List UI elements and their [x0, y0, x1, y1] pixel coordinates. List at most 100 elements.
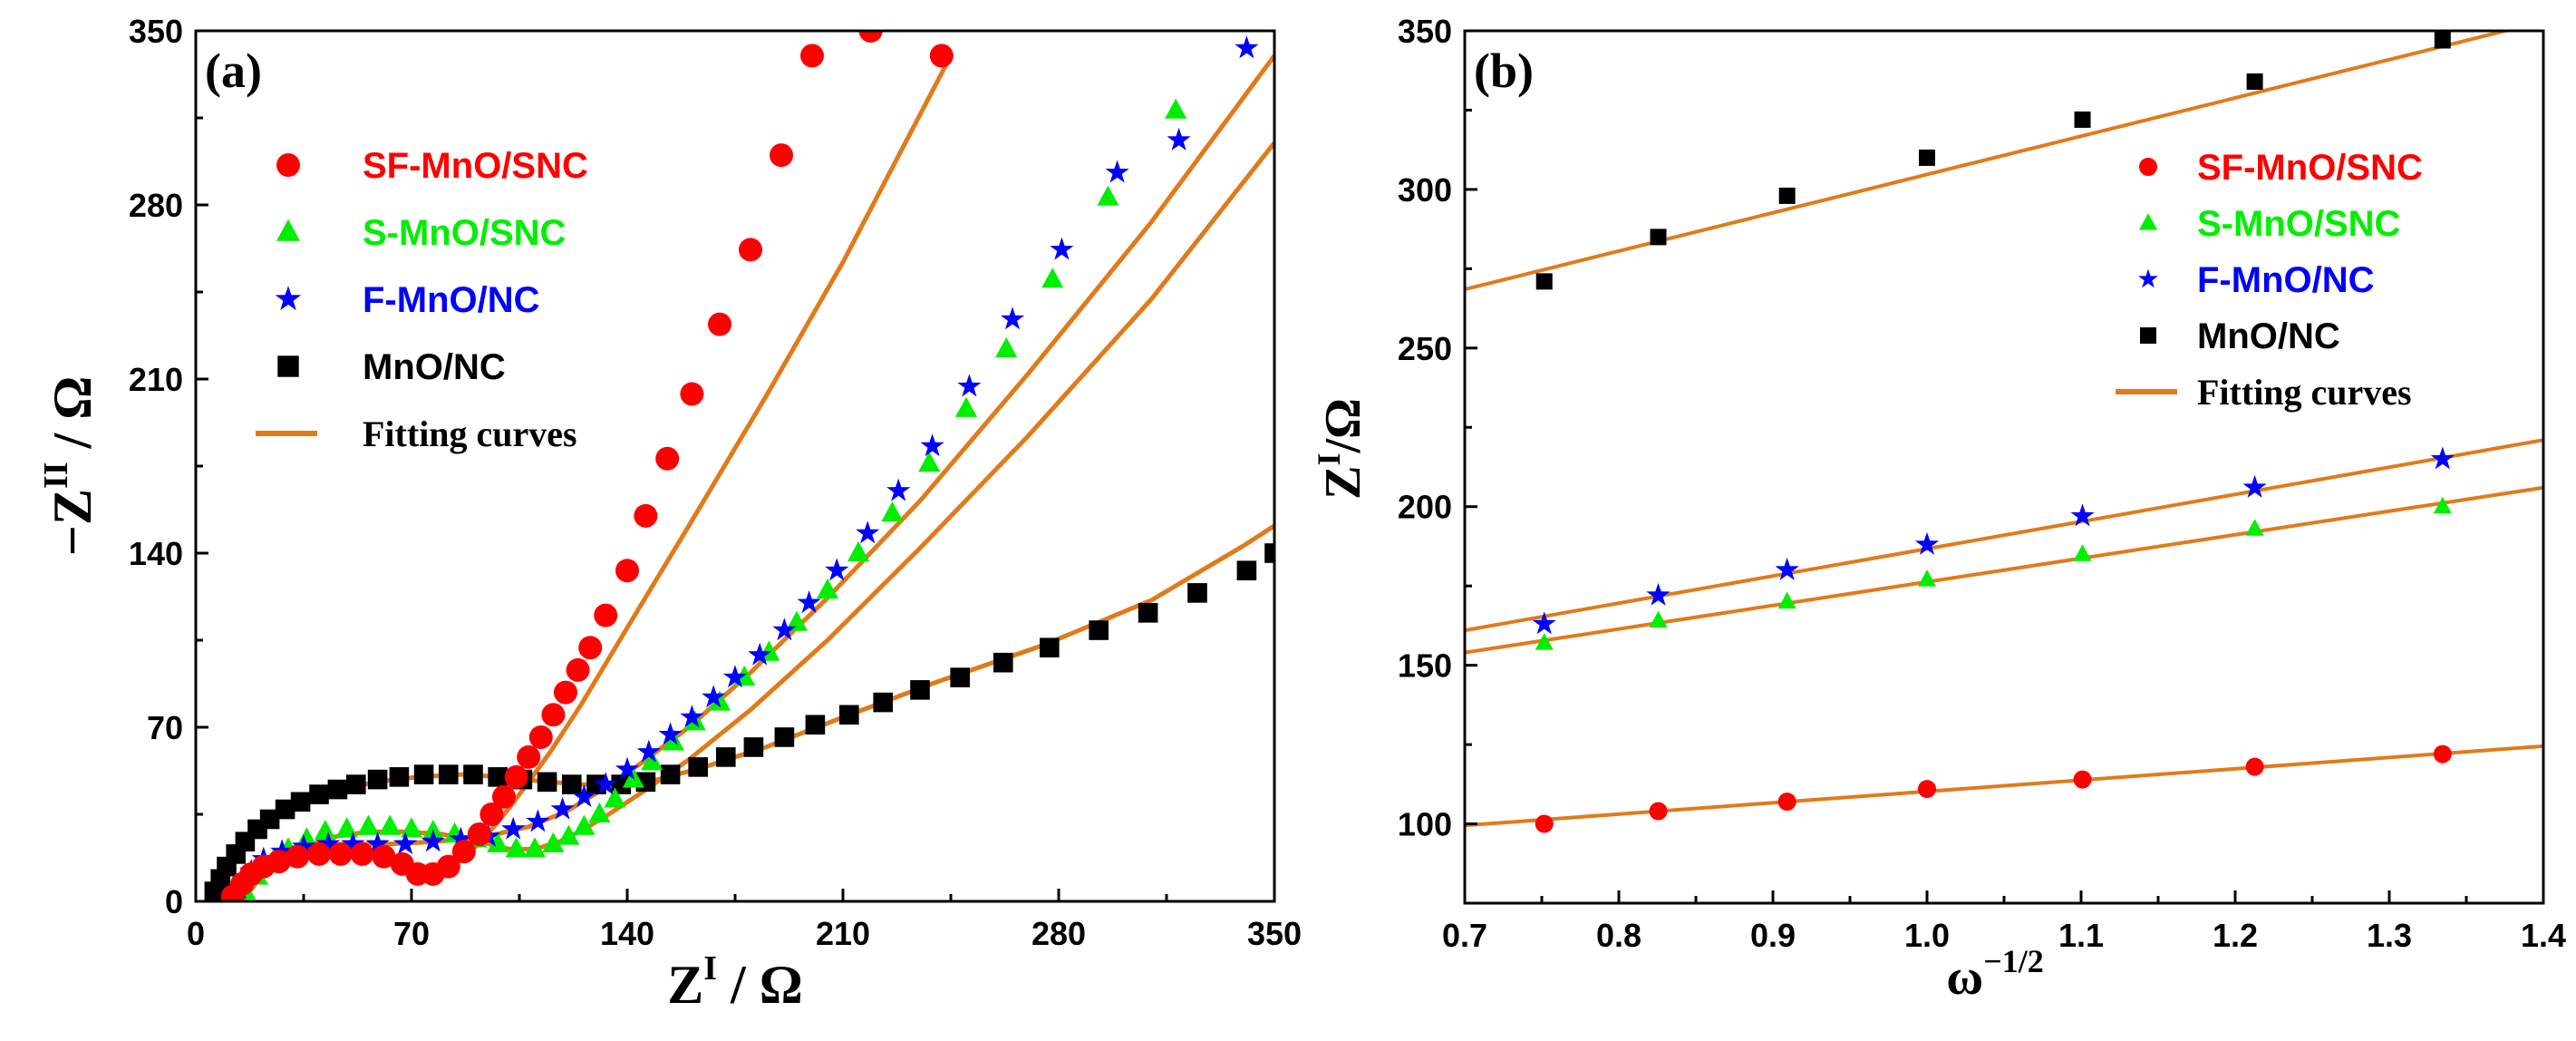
b-x-tick-label: 1.2 [2213, 917, 2258, 954]
point-s-mno-snc [1041, 268, 1064, 288]
point-s-mno-snc [786, 610, 808, 631]
a-y-tick-label: 140 [129, 535, 183, 572]
point-s-mno-snc [2073, 544, 2092, 561]
legend-marker-s-mno-snc [2139, 213, 2157, 230]
point-mno-nc [562, 774, 582, 794]
legend-marker-s-mno-snc [276, 219, 300, 241]
a-x-tick-label: 0 [187, 915, 205, 952]
panel-b-fitting-lines [1465, 31, 2543, 828]
point-sf-mno-snc [770, 143, 793, 168]
point-sf-mno-snc [800, 44, 824, 68]
point-sf-mno-snc [528, 725, 553, 749]
b-x-tick-label: 1.4 [2521, 917, 2566, 954]
point-s-mno-snc [881, 501, 904, 522]
b-y-tick-label: 350 [1398, 13, 1452, 50]
point-sf-mno-snc [436, 854, 460, 879]
point-mno-nc [537, 772, 557, 793]
point-mno-nc [2246, 73, 2263, 90]
b-x-tick-label: 1.1 [2058, 917, 2104, 954]
point-s-mno-snc [1535, 633, 1554, 650]
point-sf-mno-snc [350, 842, 374, 866]
point-f-mno-nc [526, 809, 550, 832]
point-mno-nc [275, 799, 295, 820]
point-f-mno-nc [316, 832, 341, 855]
point-mno-nc [346, 774, 366, 794]
a-x-tick-label: 70 [393, 915, 430, 952]
point-mno-nc [1138, 603, 1158, 623]
point-f-mno-nc [825, 558, 849, 581]
a-y-tick-label: 70 [147, 709, 183, 746]
point-sf-mno-snc [655, 446, 680, 471]
point-s-mno-snc [955, 396, 977, 417]
legend-marker-mno-nc [277, 355, 299, 377]
point-s-mno-snc [487, 832, 509, 852]
point-f-mno-nc [856, 520, 880, 544]
panel-b-x-axis-title-main: ω [1946, 949, 1983, 1006]
b-y-tick-label: 200 [1398, 489, 1452, 526]
point-f-mno-nc [291, 833, 316, 857]
point-f-mno-nc [2242, 474, 2267, 498]
point-f-mno-nc [797, 590, 821, 613]
legend-label-mno-nc: MnO/NC [2197, 316, 2340, 356]
panel-a-legend: SF-MnO/SNC S-MnO/SNC F-MnO/NC MnO/NC Fitting… [256, 146, 588, 454]
b-x-tick-label: 0.8 [1596, 917, 1641, 954]
panel-a-x-axis-title: ZI / Ω [667, 949, 803, 1015]
point-mno-nc [950, 667, 970, 687]
point-sf-mno-snc [492, 784, 516, 809]
point-mno-nc [2074, 111, 2091, 128]
point-s-mno-snc [847, 540, 869, 561]
point-f-mno-nc [772, 618, 797, 641]
point-f-mno-nc [636, 739, 661, 763]
point-f-mno-nc [1000, 306, 1025, 330]
b-y-tick-label: 100 [1398, 806, 1452, 843]
point-sf-mno-snc [578, 636, 603, 660]
legend-marker-mno-nc [2140, 327, 2156, 344]
panel-b-y-axis-title-unit: /Ω [1315, 398, 1371, 453]
a-y-tick-label: 210 [129, 361, 183, 398]
point-s-mno-snc [817, 578, 838, 599]
panel-b-legend: SF-MnO/SNC S-MnO/SNC F-MnO/NC MnO/NC Fitting… [2116, 148, 2423, 413]
legend-marker-sf-mno-snc [2139, 158, 2157, 176]
point-sf-mno-snc [479, 803, 504, 826]
point-f-mno-nc [658, 722, 683, 745]
panel-a-x-axis-title-main: Z [667, 955, 703, 1015]
point-sf-mno-snc [594, 603, 618, 628]
point-sf-mno-snc [541, 703, 566, 727]
point-s-mno-snc [314, 820, 336, 841]
b-x-tick-label: 0.7 [1442, 917, 1487, 954]
point-f-mno-nc [680, 705, 704, 728]
point-sf-mno-snc [1918, 780, 1936, 799]
legend-label-sf-mno-snc: SF-MnO/SNC [363, 146, 588, 186]
point-f-mno-nc [393, 832, 418, 855]
point-f-mno-nc [1914, 531, 1940, 555]
point-f-mno-nc [886, 478, 911, 501]
panel-b-x-axis-title-sup: −1/2 [1983, 943, 2044, 979]
point-mno-nc [367, 769, 388, 790]
panel-a-x-axis-title-unit: / Ω [717, 955, 803, 1015]
point-f-mno-nc [1050, 237, 1074, 260]
a-x-tick-label: 280 [1031, 915, 1086, 952]
point-s-mno-snc [2245, 519, 2264, 536]
point-mno-nc [327, 779, 348, 800]
point-mno-nc [910, 680, 930, 700]
panel-b-y-axis-title: ZI/Ω [1311, 398, 1371, 500]
point-sf-mno-snc [1649, 802, 1668, 821]
point-f-mno-nc [1775, 557, 1799, 580]
point-s-mno-snc [1777, 591, 1796, 609]
point-mno-nc [1919, 149, 1935, 166]
point-s-mno-snc [641, 750, 663, 771]
panel-a-label: (a) [205, 44, 262, 98]
panel-a: 0 70 140 210 280 350 0 70 140 210 280 350 SF-MnO/SN… [37, 13, 1302, 1015]
point-s-mno-snc [573, 814, 596, 835]
point-mno-nc [389, 767, 410, 787]
point-mno-nc [2434, 32, 2451, 49]
point-f-mno-nc [957, 374, 982, 397]
legend-marker-f-mno-nc [2138, 268, 2158, 288]
point-mno-nc [463, 764, 483, 784]
point-mno-nc [1264, 543, 1274, 563]
point-sf-mno-snc [929, 44, 954, 68]
b-y-tick-label: 150 [1398, 647, 1452, 685]
legend-marker-f-mno-nc [275, 286, 302, 311]
point-f-mno-nc [748, 642, 772, 666]
point-mno-nc [1187, 583, 1207, 603]
